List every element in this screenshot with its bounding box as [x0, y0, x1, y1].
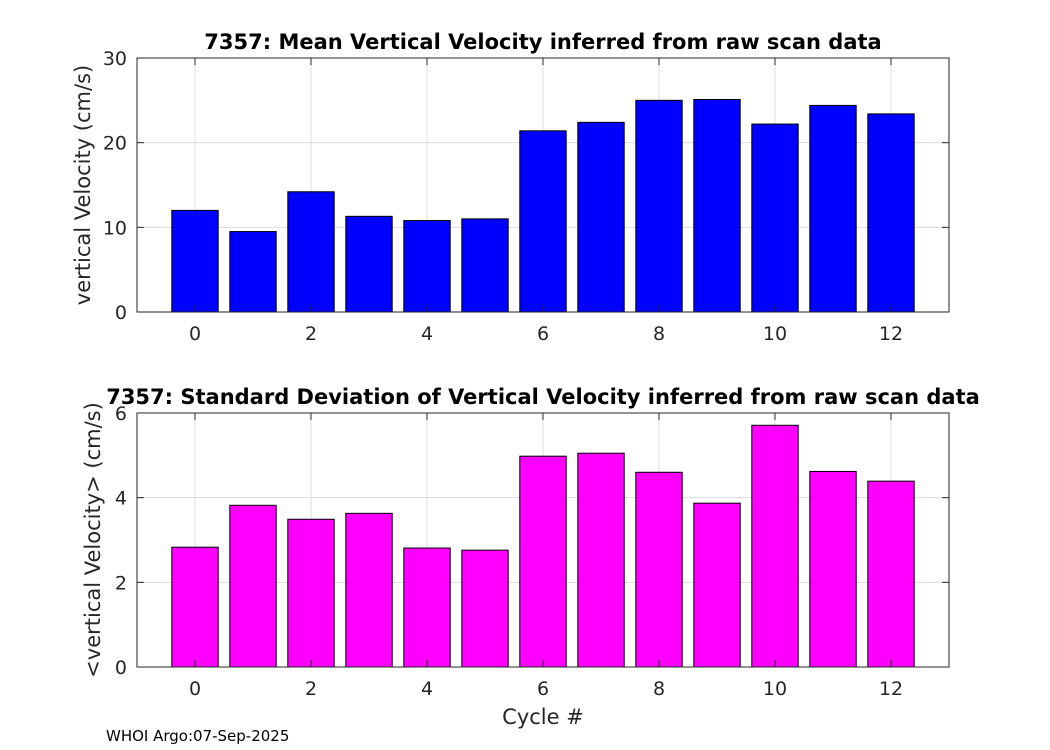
x-tick-label: 2 — [305, 323, 317, 345]
bar-cycle-0 — [171, 546, 219, 668]
chart-title: 7357: Mean Vertical Velocity inferred fr… — [204, 30, 881, 54]
x-tick-label: 4 — [421, 323, 433, 345]
x-tick-label: 0 — [189, 323, 201, 345]
x-tick-label: 10 — [763, 678, 787, 700]
bar-cycle-0 — [171, 209, 219, 313]
bar-cycle-5 — [461, 549, 509, 668]
bar-cycle-4 — [403, 547, 451, 668]
y-axis-label: vertical Velocity (cm/s) — [71, 65, 95, 305]
x-tick-label: 12 — [879, 323, 903, 345]
x-tick-label: 4 — [421, 678, 433, 700]
x-axis-label: Cycle # — [502, 705, 584, 729]
bar-cycle-11 — [809, 470, 857, 668]
bar-cycle-8 — [635, 99, 683, 313]
bar-cycle-3 — [345, 215, 393, 313]
y-tick-label: 0 — [115, 302, 127, 324]
y-tick-label: 0 — [115, 657, 127, 679]
mean-velocity-chart: 7357: Mean Vertical Velocity inferred fr… — [71, 30, 950, 345]
x-tick-label: 6 — [537, 323, 549, 345]
x-tick-label: 0 — [189, 678, 201, 700]
bar-cycle-7 — [577, 452, 625, 668]
y-tick-label: 30 — [103, 48, 127, 70]
x-tick-label: 6 — [537, 678, 549, 700]
chart-title: 7357: Standard Deviation of Vertical Vel… — [106, 385, 980, 409]
y-tick-label: 6 — [115, 403, 127, 425]
x-tick-label: 8 — [653, 323, 665, 345]
bar-cycle-7 — [577, 121, 625, 313]
bar-cycle-1 — [229, 504, 277, 668]
y-tick-label: 2 — [115, 572, 127, 594]
bar-cycle-8 — [635, 471, 683, 668]
x-tick-label: 8 — [653, 678, 665, 700]
bar-cycle-9 — [693, 98, 741, 313]
bar-cycle-12 — [867, 113, 915, 313]
y-tick-label: 20 — [103, 133, 127, 155]
bar-cycle-1 — [229, 231, 277, 313]
bar-cycle-10 — [751, 123, 799, 313]
bar-cycle-12 — [867, 480, 915, 668]
bar-cycle-10 — [751, 424, 799, 668]
bar-cycle-11 — [809, 104, 857, 313]
bar-cycle-6 — [519, 130, 567, 313]
bar-cycle-3 — [345, 512, 393, 668]
bar-cycle-2 — [287, 518, 335, 668]
bar-cycle-9 — [693, 502, 741, 668]
y-axis-label: <vertical Velocity> (cm/s) — [81, 402, 105, 678]
footer-credit: WHOI Argo:07-Sep-2025 — [106, 727, 289, 745]
x-tick-label: 10 — [763, 323, 787, 345]
bar-cycle-5 — [461, 218, 509, 313]
y-tick-label: 4 — [115, 488, 127, 510]
bar-cycle-6 — [519, 455, 567, 668]
bar-cycle-4 — [403, 220, 451, 313]
x-tick-label: 12 — [879, 678, 903, 700]
y-tick-label: 10 — [103, 217, 127, 239]
bar-cycle-2 — [287, 191, 335, 313]
x-tick-label: 2 — [305, 678, 317, 700]
std-velocity-chart: 7357: Standard Deviation of Vertical Vel… — [81, 385, 980, 729]
